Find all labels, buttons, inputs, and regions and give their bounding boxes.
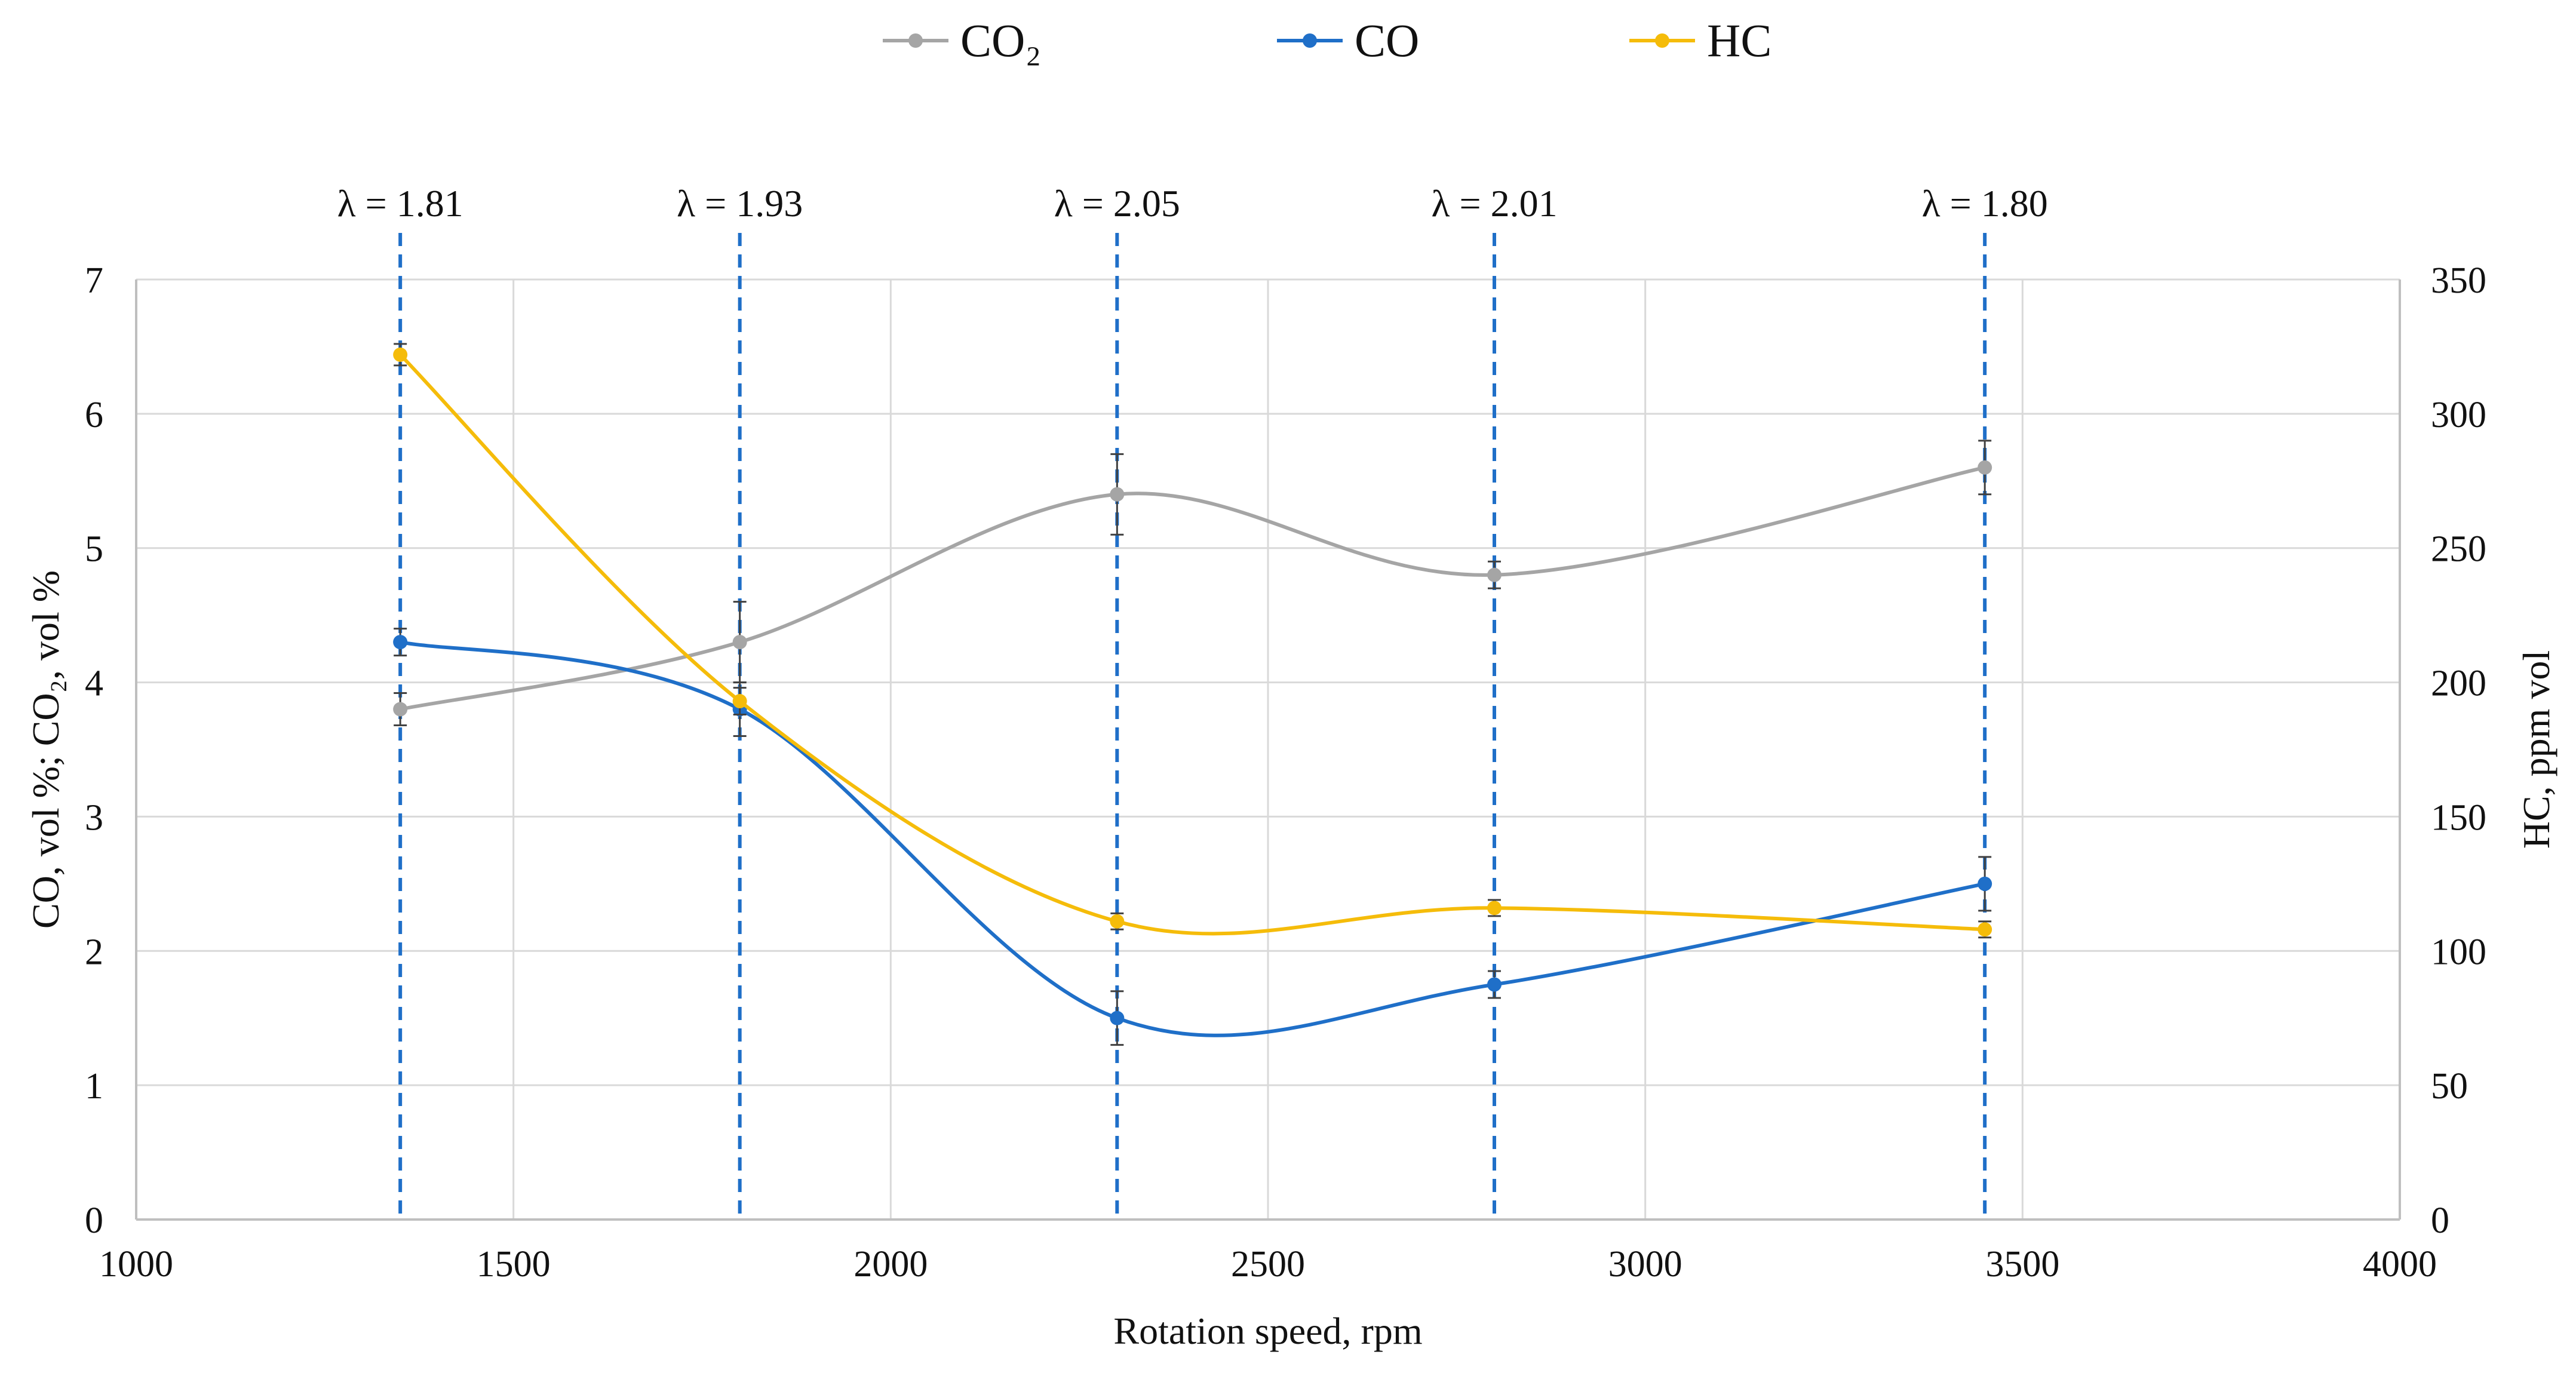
legend-item-hc: HC bbox=[1629, 14, 1771, 66]
data-point bbox=[1487, 977, 1502, 992]
legend-label: CO₂ bbox=[960, 14, 1042, 66]
y-left-tick-label: 1 bbox=[85, 1066, 103, 1107]
y-right-tick-label: 150 bbox=[2431, 797, 2486, 838]
data-point bbox=[1487, 901, 1502, 916]
x-axis-title: Rotation speed, rpm bbox=[1113, 1310, 1422, 1352]
lambda-label: λ = 1.81 bbox=[337, 182, 463, 225]
data-point bbox=[1978, 922, 1992, 937]
data-point bbox=[732, 635, 747, 650]
y-left-tick-label: 0 bbox=[85, 1200, 103, 1241]
data-point bbox=[393, 702, 408, 717]
data-point bbox=[393, 635, 408, 650]
x-tick-label: 4000 bbox=[2363, 1244, 2437, 1285]
y-right-tick-label: 100 bbox=[2431, 932, 2486, 972]
x-tick-label: 1500 bbox=[477, 1244, 551, 1285]
data-point bbox=[1110, 914, 1125, 929]
x-tick-label: 2000 bbox=[853, 1244, 928, 1285]
ticks-group: 1000 1500 2000 2500 3000 3500 4000012345670501… bbox=[85, 260, 2486, 1285]
y-right-tick-label: 0 bbox=[2431, 1200, 2449, 1241]
series-line-co bbox=[400, 465, 1985, 711]
lambda-label: λ = 2.05 bbox=[1054, 182, 1180, 225]
y-right-tick-label: 200 bbox=[2431, 664, 2486, 704]
y-right-tick-label: 300 bbox=[2431, 395, 2486, 435]
series-group bbox=[393, 343, 1992, 1046]
data-point bbox=[1978, 876, 1992, 891]
legend-item-co: CO bbox=[1277, 14, 1419, 66]
series-line-hc bbox=[399, 353, 1985, 936]
series-line-co bbox=[400, 640, 1985, 1037]
series-hc bbox=[393, 343, 1992, 939]
plot-frame bbox=[135, 279, 2401, 1221]
y-right-tick-label: 50 bbox=[2431, 1066, 2468, 1107]
lambda-lines: λ = 1.81 λ = 1.93 λ = 2.05 λ = 2.01 λ = 1.80 bbox=[337, 182, 2048, 1220]
y-left-tick-label: 3 bbox=[85, 797, 103, 838]
lambda-label: λ = 2.01 bbox=[1431, 182, 1557, 225]
grid bbox=[136, 278, 2401, 1220]
y-right-tick-label: 350 bbox=[2431, 260, 2486, 301]
legend: CO₂ CO HC bbox=[883, 14, 1771, 66]
x-tick-label: 1000 bbox=[99, 1244, 173, 1285]
data-point bbox=[1110, 487, 1125, 502]
axis-titles: Rotation speed, rpm CO, vol %; CO₂, vol … bbox=[24, 570, 2557, 1352]
legend-label: CO bbox=[1355, 14, 1419, 66]
data-point bbox=[393, 347, 408, 362]
y-right-tick-label: 250 bbox=[2431, 529, 2486, 570]
legend-marker bbox=[1655, 33, 1669, 48]
y-left-tick-label: 4 bbox=[85, 664, 103, 704]
data-point bbox=[1487, 567, 1502, 582]
legend-label: HC bbox=[1707, 14, 1771, 66]
x-tick-label: 3500 bbox=[1985, 1244, 2059, 1285]
legend-marker bbox=[1303, 33, 1317, 48]
y-left-tick-label: 2 bbox=[85, 932, 103, 972]
x-tick-label: 2500 bbox=[1231, 1244, 1305, 1285]
y-axis-right-title: HC, ppm vol bbox=[2515, 650, 2557, 849]
y-left-tick-label: 6 bbox=[85, 395, 103, 435]
lambda-label: λ = 1.93 bbox=[677, 182, 803, 225]
data-point bbox=[1978, 460, 1992, 475]
x-tick-label: 3000 bbox=[1608, 1244, 1682, 1285]
series-co bbox=[393, 628, 1992, 1046]
legend-item-co: CO₂ bbox=[883, 14, 1042, 66]
series-co bbox=[393, 440, 1992, 727]
lambda-label: λ = 1.80 bbox=[1922, 182, 2048, 225]
legend-marker bbox=[908, 33, 923, 48]
y-left-tick-label: 7 bbox=[85, 260, 103, 301]
y-axis-left-title: CO, vol %; CO₂, vol % bbox=[24, 570, 67, 929]
data-point bbox=[732, 694, 747, 709]
data-point bbox=[1110, 1010, 1125, 1025]
y-left-tick-label: 5 bbox=[85, 529, 103, 570]
